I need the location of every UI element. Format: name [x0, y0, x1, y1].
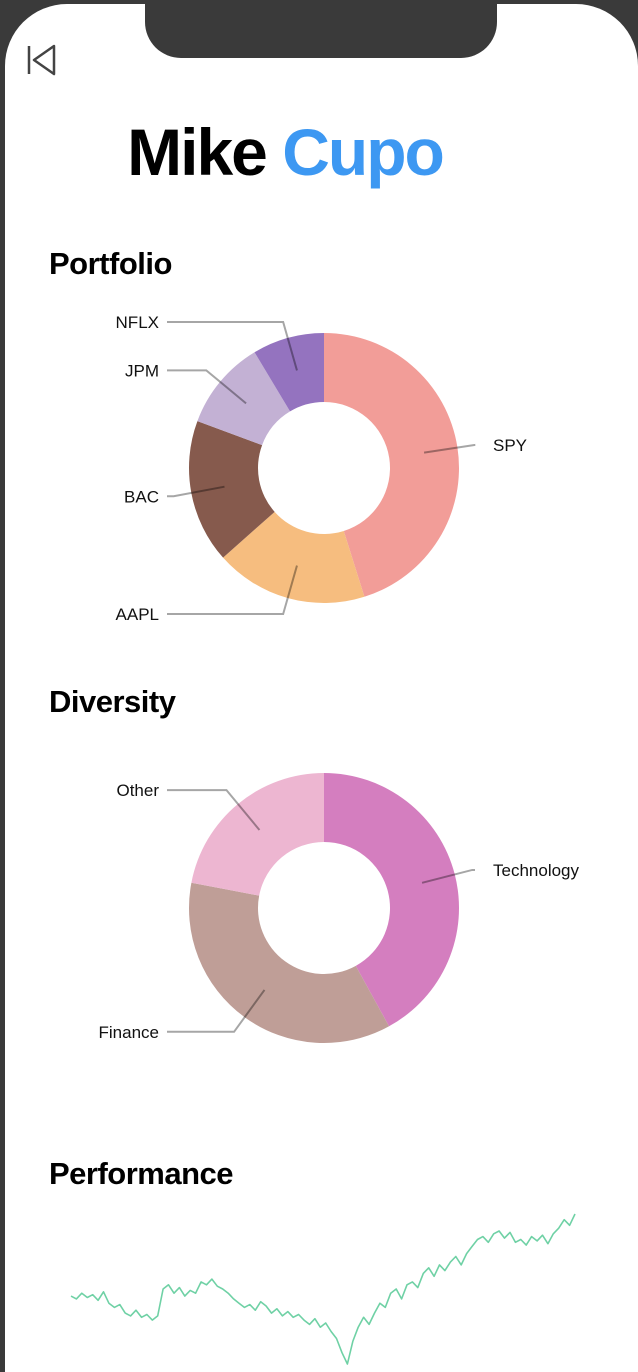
leader-line-aapl — [167, 565, 298, 615]
diversity-donut-chart: Technology Finance Other — [99, 773, 580, 1043]
label-other: Other — [116, 781, 159, 800]
performance-heading: Performance — [49, 1156, 234, 1191]
slice-other — [191, 773, 324, 896]
phone-screen: Mike Cupo Portfolio SPY AAPL BAC JPM NFLX Di… — [5, 4, 638, 1372]
slice-jpm — [197, 352, 291, 446]
label-technology: Technology — [493, 861, 580, 880]
label-spy: SPY — [493, 436, 527, 455]
leader-line-bac — [167, 485, 225, 498]
device-notch — [145, 4, 497, 58]
slice-technology — [324, 773, 459, 1027]
label-finance: Finance — [99, 1023, 159, 1042]
leader-line-jpm — [167, 369, 247, 405]
last-name: Cupo — [282, 115, 445, 189]
label-nflx: NFLX — [116, 313, 159, 332]
first-name: Mike — [127, 115, 268, 189]
leader-line-nflx — [167, 321, 298, 371]
slice-finance — [189, 882, 390, 1043]
label-aapl: AAPL — [116, 605, 159, 624]
slice-spy — [324, 333, 460, 597]
performance-line-chart — [70, 1213, 576, 1365]
leader-line-technology — [421, 868, 475, 884]
performance-series-line — [70, 1213, 576, 1365]
portfolio-heading: Portfolio — [49, 246, 172, 281]
slice-bac — [188, 421, 275, 558]
back-button[interactable] — [23, 40, 63, 80]
label-jpm: JPM — [125, 361, 159, 380]
leader-line-spy — [423, 443, 476, 454]
diversity-heading: Diversity — [49, 684, 176, 719]
label-bac: BAC — [124, 487, 159, 506]
portfolio-donut-chart: SPY AAPL BAC JPM NFLX — [116, 313, 528, 624]
leader-line-finance — [167, 989, 266, 1033]
skip-back-icon — [27, 44, 56, 76]
page-title: Mike Cupo — [5, 112, 565, 192]
slice-nflx — [254, 333, 324, 412]
slice-aapl — [223, 511, 365, 603]
leader-line-other — [167, 789, 261, 831]
